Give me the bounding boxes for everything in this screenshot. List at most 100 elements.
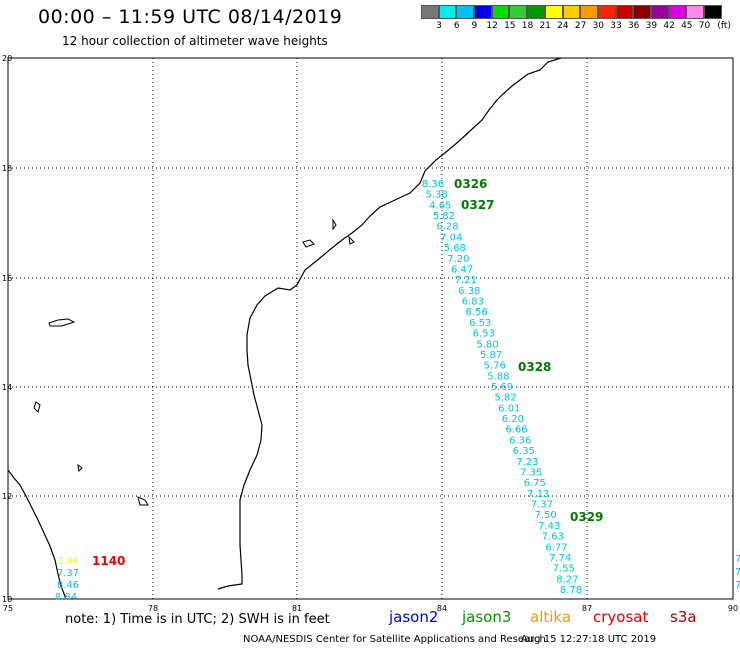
- swh-value: 5.76: [484, 361, 506, 372]
- legend-label: 12: [486, 21, 498, 31]
- legend-label: 9: [471, 21, 478, 31]
- swh-value: 6.35: [513, 446, 535, 457]
- swh-value: 7.37: [57, 568, 79, 579]
- legend-swatch: [509, 5, 528, 19]
- swh-value: 4.65: [429, 200, 451, 211]
- satellite-label-s3a: s3a: [670, 608, 697, 626]
- swh-value: 6.36: [509, 435, 531, 446]
- generated-timestamp: Aug 15 12:27:18 UTC 2019: [521, 634, 657, 645]
- legend-labels: 3 6 9 12 15 18 21 24 27 30 33 36 39 42 45 70 (ft): [421, 19, 740, 31]
- swh-value: 6.77: [545, 542, 567, 553]
- swh-value: 7.63: [542, 532, 564, 543]
- legend-swatch: [580, 5, 598, 19]
- swh-value: 7.74: [549, 553, 571, 564]
- island-4: [302, 239, 315, 248]
- svg-text:7: 7: [735, 567, 740, 578]
- legend-swatch: [474, 5, 492, 19]
- swh-value: 6.47: [451, 265, 473, 276]
- lon-tick-label: 87: [582, 604, 592, 613]
- legend-label: 39: [645, 21, 658, 31]
- swh-value: 7.23: [516, 457, 538, 468]
- legend-swatch: [704, 5, 722, 19]
- pass-time-label: 0329: [570, 510, 603, 524]
- swh-value: 8.78: [560, 585, 582, 596]
- swh-value: 6.20: [502, 414, 524, 425]
- swh-value: 5.82: [494, 393, 516, 404]
- grid-lines: [8, 58, 733, 599]
- satellite-label-jason3: jason3: [462, 608, 512, 626]
- swh-value: 3.86: [57, 556, 79, 567]
- swh-value: 6.28: [436, 222, 458, 233]
- credit-text: NOAA/NESDIS Center for Satellite Applica…: [243, 634, 546, 645]
- legend-swatch: [527, 5, 545, 19]
- swh-value: 5.68: [444, 243, 466, 254]
- swh-value: 7.20: [447, 254, 469, 265]
- legend-swatch: [491, 5, 510, 19]
- map-frame: [7, 57, 734, 600]
- legend-label: 15: [504, 21, 516, 31]
- satellite-label-jason2: jason2: [389, 608, 439, 626]
- lon-tick-label: 78: [148, 604, 158, 613]
- legend-label: 21: [539, 21, 551, 31]
- swh-value: 5.82: [433, 211, 455, 222]
- lat-tick-label: 16: [2, 274, 12, 283]
- island-7: [348, 235, 355, 245]
- swh-value: 5.80: [476, 339, 498, 350]
- legend-swatch: [668, 5, 687, 19]
- lon-tick-label: 75: [3, 604, 13, 613]
- island-3: [137, 496, 149, 506]
- island-5: [332, 218, 337, 231]
- legend-label: 30: [592, 21, 605, 31]
- swh-value: 6.83: [462, 297, 484, 308]
- track-east-times: 0326 0327 0328 0329: [454, 177, 603, 524]
- swh-value: 8.84: [55, 592, 77, 603]
- swh-value: 7.04: [440, 232, 462, 243]
- swh-value: 7.21: [455, 275, 477, 286]
- legend-swatch: [456, 5, 475, 19]
- lon-tick-label: 81: [292, 604, 302, 613]
- lat-tick-label: 12: [2, 492, 12, 501]
- legend-swatch: [597, 5, 616, 19]
- coastline-southwest: [7, 469, 67, 600]
- legend-label: 42: [663, 21, 675, 31]
- swh-value: 5.69: [491, 382, 513, 393]
- swh-value: 6.38: [458, 286, 480, 297]
- satellite-label-altika: altika: [530, 608, 572, 626]
- track-east: 8.365.384.655.826.287.045.687.206.477.21…: [422, 179, 582, 596]
- legend-swatch: [562, 5, 581, 19]
- swh-value: 6.75: [524, 478, 546, 489]
- legend-units: (ft): [717, 21, 731, 31]
- island-2: [33, 401, 41, 413]
- legend-swatch: [421, 5, 439, 19]
- legend-label: 33: [610, 21, 622, 31]
- swh-value: 8.27: [556, 574, 578, 585]
- legend-label: 45: [681, 21, 693, 31]
- island-6: [77, 463, 83, 473]
- legend-swatch: [633, 5, 651, 19]
- legend-swatch: [438, 5, 457, 19]
- legend-label: 18: [521, 21, 534, 31]
- lat-tick-label: 18: [2, 164, 12, 173]
- pass-time-label: 0326: [454, 177, 487, 191]
- swh-value: 6.56: [465, 307, 487, 318]
- swh-value: 7.43: [538, 521, 560, 532]
- legend-label: 6: [453, 21, 460, 31]
- track-west: 3.867.378.468.84 1140: [55, 554, 126, 603]
- swh-value: 7.37: [531, 500, 553, 511]
- pass-time-label: 0327: [461, 198, 494, 212]
- swh-value: 7.35: [520, 468, 542, 479]
- lon-tick-label: 90: [728, 604, 738, 613]
- lat-tick-label: 10: [2, 595, 12, 604]
- swh-value: 6.66: [505, 425, 527, 436]
- legend-label: 36: [627, 21, 640, 31]
- pass-time-label: 0328: [518, 360, 551, 374]
- swh-value: 5.88: [487, 371, 509, 382]
- latitude-ticks: 20 18 16 14 12 10: [2, 54, 12, 604]
- legend-label: 70: [698, 21, 711, 31]
- footnote: note: 1) Time is in UTC; 2) SWH is in fe…: [65, 612, 330, 627]
- legend-swatch: [544, 5, 563, 19]
- chart-title: 00:00 – 11:59 UTC 08/14/2019: [38, 6, 343, 28]
- legend-swatches: [421, 5, 740, 19]
- swh-value: 7.13: [527, 489, 549, 500]
